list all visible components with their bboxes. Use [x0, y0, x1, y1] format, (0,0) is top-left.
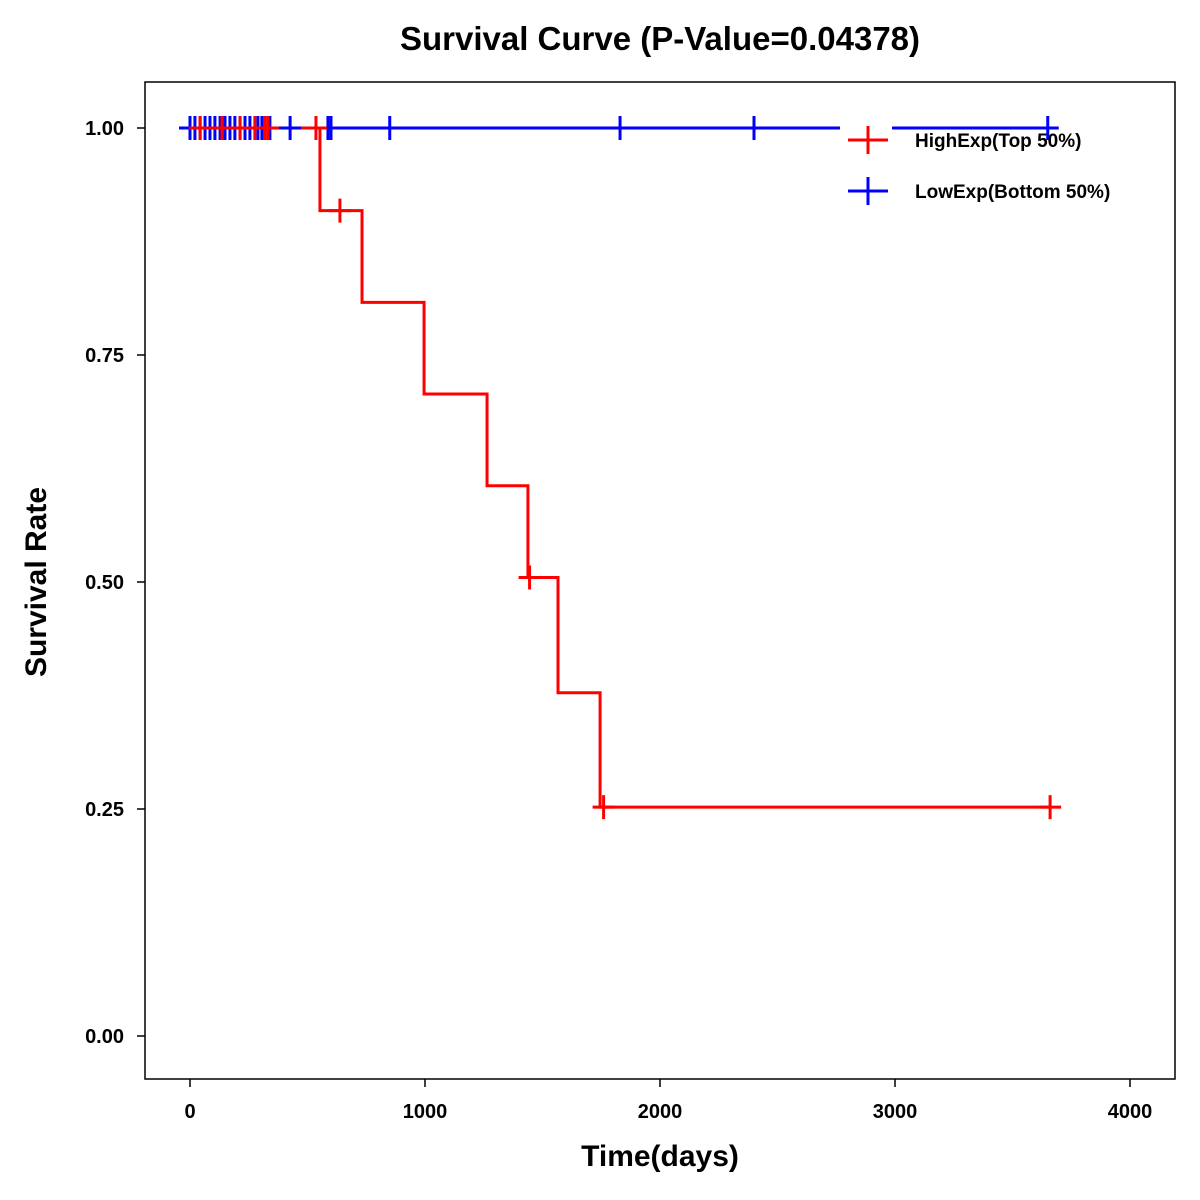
x-axis-label: Time(days) [581, 1140, 739, 1173]
x-tick-label: 2000 [638, 1101, 683, 1123]
censor-mark-high [592, 795, 615, 820]
y-tick-label: 1.00 [85, 118, 124, 140]
censor-mark-low [1036, 116, 1059, 140]
x-tick-label: 0 [184, 1101, 195, 1123]
censor-mark-high [328, 198, 351, 223]
chart-title: Survival Curve (P-Value=0.04378) [400, 20, 920, 57]
censor-mark-high [304, 116, 327, 140]
x-tick-label: 3000 [873, 1101, 918, 1123]
legend: HighExp(Top 50%) LowExp(Bottom 50%) [840, 118, 1110, 210]
legend-label-low: LowExp(Bottom 50%) [915, 182, 1110, 203]
x-tick-label: 1000 [403, 1101, 448, 1123]
censor-mark-low [378, 116, 401, 140]
censor-mark-low [609, 116, 632, 140]
legend-background [840, 118, 892, 210]
y-axis-label: Survival Rate [20, 487, 53, 677]
censor-mark-low [279, 116, 302, 140]
survival-curve-high [190, 126, 1051, 809]
y-tick-label: 0.50 [85, 572, 124, 594]
legend-key-high [848, 126, 888, 154]
legend-label-high: HighExp(Top 50%) [915, 131, 1081, 152]
plot-frame [144, 81, 1176, 1080]
y-tick-label: 0.00 [85, 1026, 124, 1048]
censor-mark-high [518, 565, 541, 590]
legend-key-low [848, 177, 888, 205]
censor-mark-low [743, 116, 765, 140]
y-tick-label: 0.25 [85, 799, 124, 821]
censor-mark-high [189, 116, 212, 140]
x-tick-label: 4000 [1108, 1101, 1153, 1123]
y-tick-label: 0.75 [85, 345, 124, 367]
censor-mark-high [1039, 795, 1062, 820]
censor-mark-high [257, 116, 280, 140]
